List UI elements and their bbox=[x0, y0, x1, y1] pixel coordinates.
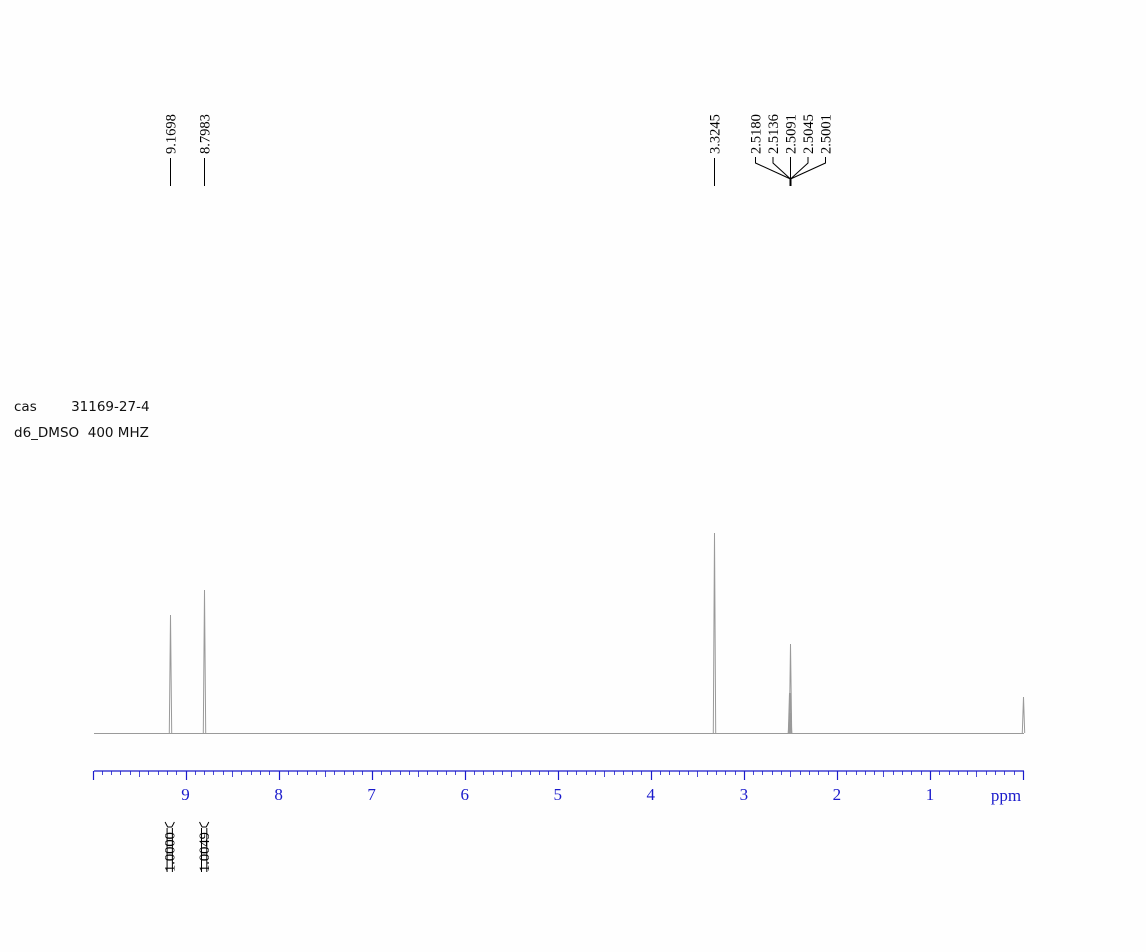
peak-label-connector bbox=[755, 157, 791, 180]
peak-label: 2.5045 bbox=[801, 114, 817, 154]
axis-tick-label: 3 bbox=[740, 785, 749, 804]
axis-tick-label: 5 bbox=[554, 785, 563, 804]
axis-tick-label: 2 bbox=[833, 785, 842, 804]
peak-label: 2.5091 bbox=[784, 114, 800, 154]
axis-tick-label: 9 bbox=[181, 785, 190, 804]
sample-conditions-line: d6_DMSO 400 MHZ bbox=[14, 425, 149, 441]
spectrum-peak-0 bbox=[168, 614, 173, 734]
peak-label: 2.5180 bbox=[749, 114, 765, 154]
axis-unit-label: ppm bbox=[991, 786, 1021, 805]
cas-number: 31169-27-4 bbox=[71, 399, 150, 415]
peak-label: 9.1698 bbox=[164, 114, 180, 154]
spectrum-peak-2 bbox=[712, 532, 717, 734]
peak-label: 2.5136 bbox=[766, 114, 782, 154]
integral-value: 1.0049 bbox=[197, 832, 213, 872]
peak-label: 8.7983 bbox=[198, 114, 214, 154]
peak-label-connector bbox=[772, 157, 791, 180]
spectrum-peak-8 bbox=[1021, 696, 1026, 734]
integral-bracket bbox=[199, 821, 210, 828]
peak-label-connector bbox=[790, 157, 809, 180]
peak-label-connector bbox=[790, 157, 826, 180]
axis-tick-label: 8 bbox=[274, 785, 283, 804]
axis-tick-label: 1 bbox=[926, 785, 935, 804]
ppm-axis: 9 8 7 6 5 4 3 2 1 ppm bbox=[92, 770, 1025, 805]
peak-label-layer: 9.1698 8.7983 3.3245 2.5180 2.5136 2.5091 2.50… bbox=[164, 114, 835, 186]
sample-cas-line: cas 31169-27-4 bbox=[14, 399, 150, 415]
axis-tick-label: 6 bbox=[460, 785, 469, 804]
spectrum-peak-7 bbox=[788, 712, 793, 734]
axis-tick-label: 7 bbox=[367, 785, 376, 804]
spectrum-peak-1 bbox=[202, 589, 207, 734]
axis-tick-label: 4 bbox=[647, 785, 656, 804]
integral-layer: 1.0000 1.0049 bbox=[163, 821, 213, 872]
peak-label: 3.3245 bbox=[708, 114, 724, 154]
integral-value: 1.0000 bbox=[163, 832, 179, 872]
spectrum-layer bbox=[94, 532, 1026, 734]
solvent-label: d6_DMSO bbox=[14, 425, 80, 441]
peak-label: 2.5001 bbox=[819, 114, 835, 154]
frequency-label: 400 MHZ bbox=[87, 425, 149, 441]
integral-bracket bbox=[164, 821, 175, 828]
cas-label: cas bbox=[14, 399, 37, 415]
